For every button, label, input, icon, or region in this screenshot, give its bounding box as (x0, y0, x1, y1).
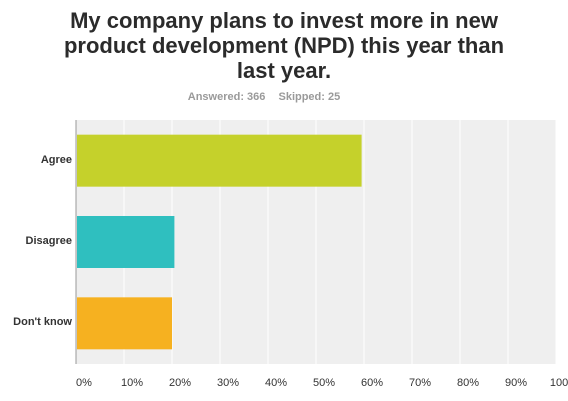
x-tick-label: 30% (217, 377, 239, 389)
x-tick-label: 40% (265, 377, 287, 389)
chart-title: My company plans to invest more in new p… (63, 8, 505, 83)
category-label: Disagree (25, 235, 72, 247)
answered-count: Answered: 366 (187, 91, 266, 103)
category-label: Don't know (13, 316, 72, 329)
bars (77, 134, 362, 350)
x-tick-label: 80% (457, 377, 479, 389)
x-tick-label: 50% (313, 377, 335, 389)
skipped-count: Skipped: 25 (278, 91, 341, 103)
x-tick-label: 60% (361, 377, 383, 389)
x-tick-label: 20% (169, 377, 191, 389)
bar-disagree (77, 216, 175, 268)
x-tick-label: 100% (550, 377, 568, 389)
x-axis-ticks: 0% 10% 20% 30% 40% 50% 60% 70% 80% 90% 100% (76, 377, 568, 389)
category-label: Agree (40, 153, 72, 166)
x-tick-label: 0% (76, 377, 92, 389)
x-tick-label: 70% (409, 377, 431, 389)
x-tick-label: 90% (505, 377, 527, 389)
bar-don-t-know (77, 297, 172, 350)
response-summary: Answered: 366 Skipped: 25 (0, 91, 528, 103)
x-tick-label: 10% (121, 377, 143, 389)
bar-agree (77, 134, 362, 187)
